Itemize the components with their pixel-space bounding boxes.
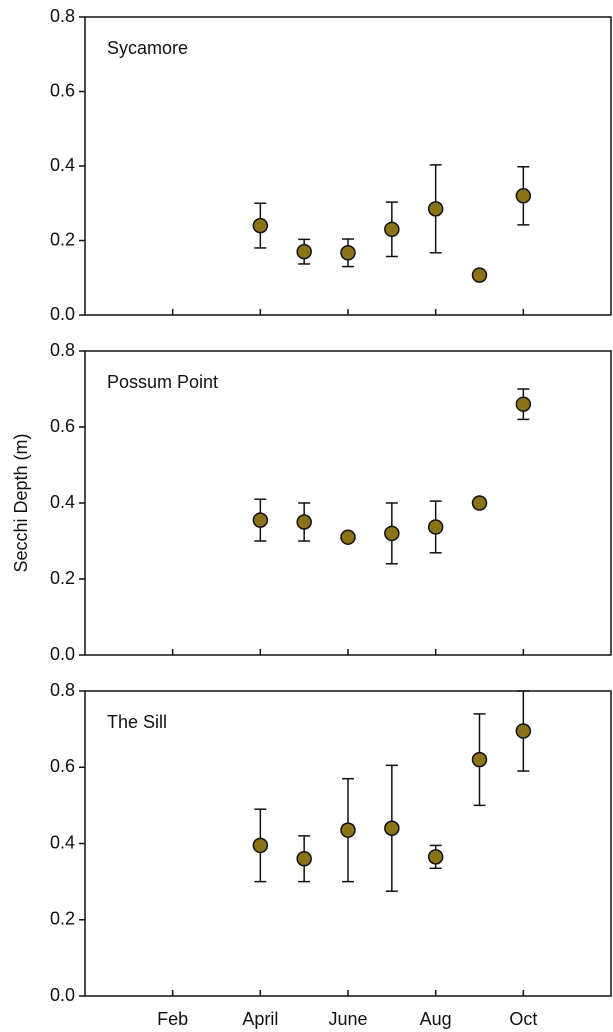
y-tick-label: 0.8 [50,340,75,360]
y-tick-label: 0.6 [50,80,75,100]
point [471,267,488,283]
y-tick-label: 0.4 [50,832,75,852]
y-tick-label: 0.2 [50,229,75,249]
y-tick-label: 0.2 [50,909,75,929]
point [427,201,444,217]
point [384,221,400,238]
x-tick-label: June [328,1009,367,1029]
x-tick-label: April [242,1009,278,1029]
point [427,519,444,535]
point [471,495,488,511]
plot-frame [84,16,612,316]
point [296,514,312,530]
y-tick-label: 0.4 [50,155,75,175]
point [515,188,532,204]
point [340,529,356,545]
y-tick-label: 0.0 [50,644,75,664]
point [515,723,532,739]
y-tick-label: 0.6 [50,416,75,436]
x-tick-label: Aug [420,1009,452,1029]
y-tick-label: 0.2 [50,568,75,588]
y-tick-label: 0.8 [50,680,75,700]
y-tick-label: 0.6 [50,756,75,776]
plot-frame [84,350,612,656]
point [340,245,356,261]
x-tick-label: Feb [157,1009,188,1029]
point [515,396,532,412]
point [384,820,400,836]
panel-title: Possum Point [107,372,218,392]
point [471,751,488,768]
y-tick-label: 0.4 [50,492,75,512]
point [252,217,269,234]
point [252,837,269,854]
x-tick-label: Oct [509,1009,537,1029]
point [252,512,269,528]
panel-title: The Sill [107,712,167,732]
point [384,525,400,542]
y-axis-label: Secchi Depth (m) [11,433,31,572]
point [296,851,312,867]
point [340,822,356,838]
panel-title: Sycamore [107,38,188,58]
point [296,243,312,260]
point [427,849,444,865]
y-tick-label: 0.8 [50,6,75,26]
y-tick-label: 0.0 [50,304,75,324]
y-tick-label: 0.0 [50,985,75,1005]
